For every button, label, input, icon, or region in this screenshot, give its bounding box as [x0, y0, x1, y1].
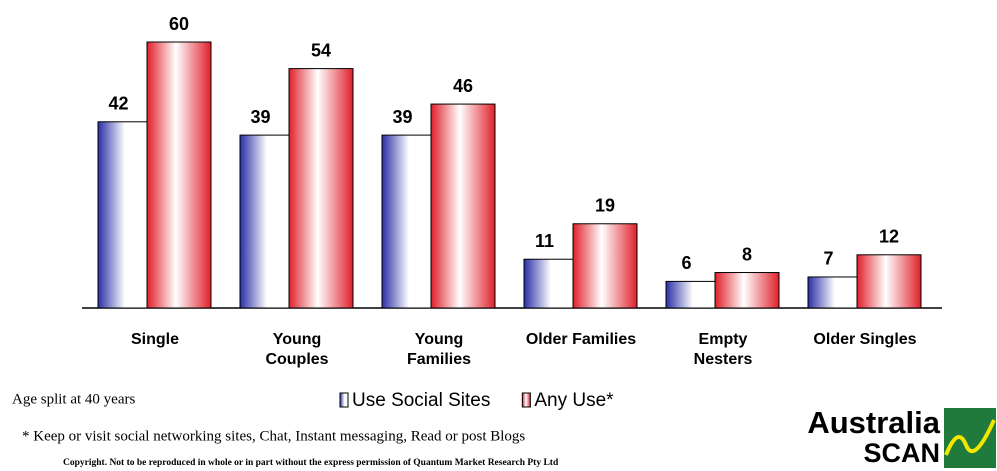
age-note: Age split at 40 years: [12, 391, 135, 407]
legend-swatch: [521, 392, 531, 408]
bar: [239, 134, 290, 309]
value-label: 6: [681, 253, 691, 273]
logo: Australia SCAN: [807, 405, 996, 468]
value-label: 8: [742, 244, 752, 264]
logo-box: [944, 408, 996, 468]
logo-text: SCAN: [863, 438, 940, 468]
bar: [714, 272, 780, 309]
x-tick-label: Older Families: [525, 331, 637, 348]
logo-text: Australia: [807, 405, 940, 440]
value-label: 19: [595, 196, 615, 216]
value-label: 46: [453, 76, 473, 96]
bar: [523, 258, 574, 309]
value-label: 12: [879, 227, 899, 247]
bar: [430, 103, 496, 309]
bar: [97, 121, 148, 309]
bar: [856, 254, 922, 309]
value-label: 11: [535, 231, 554, 251]
bar: [288, 68, 354, 309]
copyright: Copyright. Not to be reproduced in whole…: [63, 458, 559, 468]
bar: [665, 280, 716, 309]
bar: [807, 276, 858, 309]
bar: [381, 134, 432, 309]
x-tick-label: Single: [130, 331, 179, 348]
x-tick-label: Young Families: [406, 331, 472, 368]
x-tick-label: Empty Nesters: [693, 331, 753, 368]
legend-label: Any Use*: [534, 390, 614, 411]
legend-swatch: [339, 392, 349, 408]
logo-line: [944, 419, 996, 456]
legend-label: Use Social Sites: [352, 390, 490, 411]
x-tick-label: Older Singles: [813, 331, 917, 348]
value-label: 7: [823, 249, 833, 269]
bar: [146, 41, 212, 309]
value-label: 42: [108, 94, 128, 114]
x-tick-label: Young Couples: [265, 331, 329, 368]
value-label: 60: [169, 14, 189, 34]
value-label: 54: [311, 40, 331, 60]
bar: [572, 223, 638, 309]
footnote: * Keep or visit social networking sites,…: [22, 428, 525, 444]
value-label: 39: [250, 107, 270, 127]
value-label: 39: [392, 107, 412, 127]
